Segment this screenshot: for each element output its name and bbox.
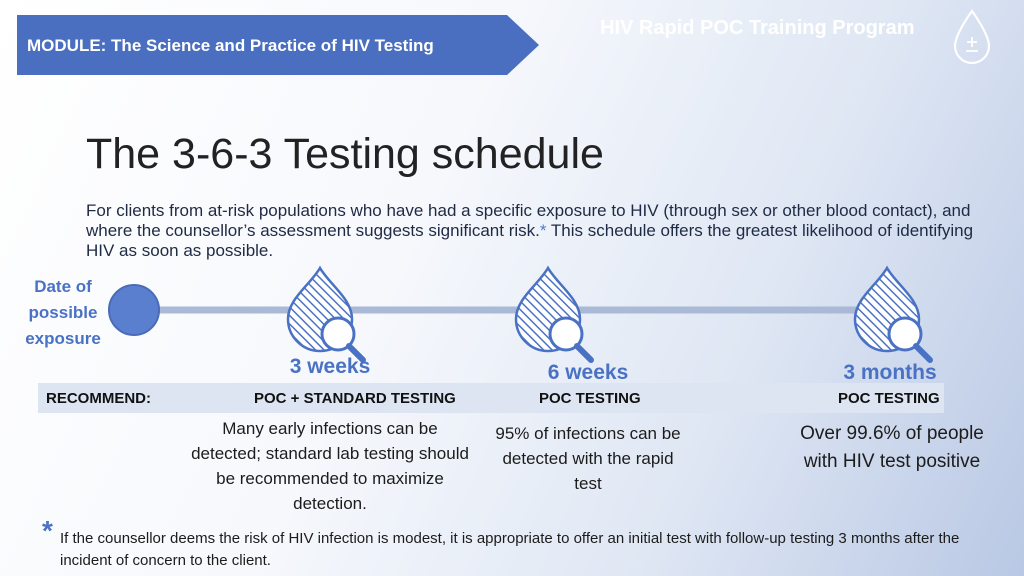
milestone-description-3: Over 99.6% of people with HIV test posit… [800,423,984,472]
blood-drop-magnifier-icon-2 [516,268,591,360]
intro-text: For clients from at-risk populations who… [86,201,971,240]
exposure-label: Date of possible exposure [25,277,101,348]
milestone-time-1: 3 weeks [289,355,371,378]
exposure-dot [108,284,160,336]
milestone-test-2: POC TESTING [539,390,641,407]
blood-drop-magnifier-icon-3 [855,268,930,360]
droplet-plus-minus-icon [953,9,991,65]
milestone-test-1: POC + STANDARD TESTING [254,390,456,407]
recommend-label: RECOMMEND: [46,390,151,407]
recommend-band: RECOMMEND: POC + STANDARD TESTING POC TE… [38,383,944,413]
footnote-star: * [42,515,53,546]
milestone-time-2: 6 weeks [547,361,629,384]
module-label: MODULE: The Science and Practice of HIV … [27,36,434,55]
milestone-time-3: 3 months [843,361,937,384]
milestone-description-2: 95% of infections can be detected with t… [495,424,681,493]
timeline-graphic [108,0,1024,400]
intro-star: * [539,221,547,240]
milestone-description-1: Many early infections can be detected; s… [191,419,469,513]
blood-drop-magnifier-icon-1 [288,268,363,360]
slide-title: The 3-6-3 Testing schedule [86,130,604,178]
footnote-text: If the counsellor deems the risk of HIV … [60,530,960,569]
milestone-test-3: POC TESTING [838,390,940,407]
module-banner [17,15,539,75]
program-name: HIV Rapid POC Training Program [600,17,915,39]
intro-paragraph: For clients from at-risk populations who… [86,201,986,261]
intro-text-end: This schedule offers the greatest likeli… [86,221,974,260]
